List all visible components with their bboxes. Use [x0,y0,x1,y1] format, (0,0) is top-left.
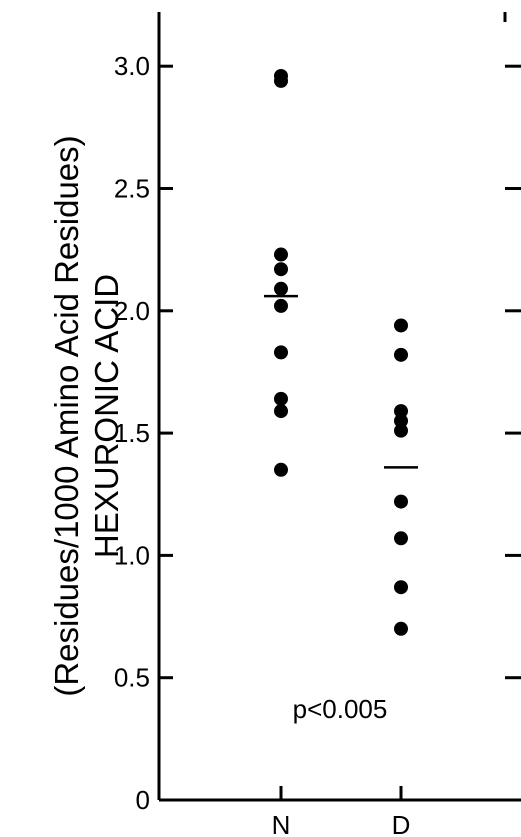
data-point [394,531,408,546]
axes [157,12,521,802]
y-tick-label: 2.5 [114,174,150,204]
data-point [274,298,288,313]
data-point [274,391,288,406]
data-point [274,462,288,477]
data-point [394,404,408,419]
y-tick-label: 1.5 [114,418,150,448]
x-tick-label: N [272,810,291,837]
data-points [274,68,408,636]
data-point [394,580,408,595]
data-point [274,404,288,419]
mean-lines [264,294,418,469]
y-tick-label: 2.0 [114,296,150,326]
data-point [394,413,408,428]
data-point [274,345,288,360]
y-tick-label: 0.5 [114,663,150,693]
p-value-annotation: p<0.005 [293,694,388,724]
x-tick-label: D [392,810,411,837]
y-tick-label: 0 [136,785,150,815]
data-point [394,347,408,362]
y-axis-label-line2: (Residues/1000 Amino Acid Residues) [48,135,85,696]
data-point [394,423,408,438]
y-tick-label: 3.0 [114,51,150,81]
ticks: 0 0.5 1.0 1.5 2.0 2.5 3.0 N D [114,51,521,837]
y-axis-label-line1-group: HEXURONIC ACID [88,274,125,558]
y-axis-label-line1: HEXURONIC ACID [88,274,125,558]
y-tick-label: 1.0 [114,540,150,570]
data-point [394,318,408,333]
data-point [394,494,408,509]
data-point [274,281,288,296]
y-axis-label-line2-group: (Residues/1000 Amino Acid Residues) [48,135,85,696]
data-point [274,262,288,277]
data-point [274,73,288,88]
data-point [394,621,408,636]
data-point [274,247,288,262]
